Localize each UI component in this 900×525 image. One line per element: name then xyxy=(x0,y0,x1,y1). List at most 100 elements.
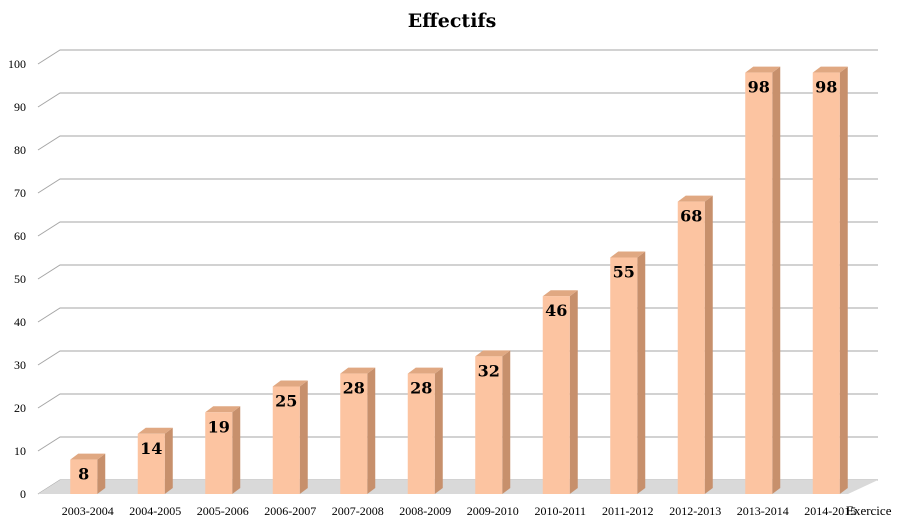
x-tick-label: 2013-2014 xyxy=(737,504,789,518)
gridline xyxy=(37,221,878,237)
chart-floor-plane xyxy=(38,480,878,494)
grid-lines xyxy=(37,49,878,495)
x-tick-label: 2005-2006 xyxy=(197,504,249,518)
x-tick-label: 2014-2015 xyxy=(804,504,856,518)
gridline xyxy=(37,264,878,280)
data-label: 46 xyxy=(545,301,567,320)
x-tick-label: 2007-2008 xyxy=(332,504,384,518)
bar xyxy=(677,195,713,494)
bar-top xyxy=(70,453,106,460)
y-tick-label: 0 xyxy=(20,487,26,501)
x-axis-ticks: 2003-2004 2004-2005 2005-2006 2006-2007 2007… xyxy=(62,504,857,518)
gridline xyxy=(37,178,878,194)
bar xyxy=(407,367,443,494)
bar-front xyxy=(610,257,638,494)
bar-side xyxy=(839,66,848,494)
data-label: 8 xyxy=(78,465,89,484)
bar xyxy=(475,350,511,494)
y-tick-label: 20 xyxy=(14,401,26,415)
bar-top xyxy=(677,195,713,202)
bar xyxy=(137,427,173,494)
gridline xyxy=(37,49,878,65)
bar xyxy=(205,406,241,494)
x-tick-label: 2011-2012 xyxy=(602,504,654,518)
y-tick-label: 90 xyxy=(14,100,26,114)
gridline xyxy=(37,350,878,366)
x-tick-label: 2003-2004 xyxy=(62,504,114,518)
x-tick-label: 2010-2011 xyxy=(534,504,586,518)
bar-front xyxy=(272,386,300,494)
data-label: 68 xyxy=(680,207,702,226)
bar xyxy=(272,380,308,494)
data-label: 98 xyxy=(815,78,837,97)
x-tick-label: 2008-2009 xyxy=(399,504,451,518)
chart-title: Effectifs xyxy=(408,10,497,32)
bar-top xyxy=(812,66,848,73)
bar-top xyxy=(272,380,308,387)
bar xyxy=(610,251,646,494)
bar-side xyxy=(704,195,713,494)
chart-floor xyxy=(38,480,878,494)
bar-side xyxy=(502,350,511,494)
data-label: 19 xyxy=(208,417,230,436)
y-tick-label: 40 xyxy=(14,315,26,329)
bar-top xyxy=(340,367,376,374)
data-label: 25 xyxy=(275,392,297,411)
x-tick-label: 2004-2005 xyxy=(129,504,181,518)
bar-top xyxy=(745,66,781,73)
bar xyxy=(542,290,578,494)
y-tick-label: 80 xyxy=(14,143,26,157)
bars: 8 14 19 25 28 28 32 46 55 68 98 98 xyxy=(70,66,848,494)
bar-side xyxy=(232,406,241,494)
bar-front xyxy=(205,412,233,494)
bar-front xyxy=(812,72,840,494)
bar-top xyxy=(475,350,511,357)
bar-front xyxy=(407,373,435,494)
x-tick-label: 2009-2010 xyxy=(467,504,519,518)
bar xyxy=(340,367,376,494)
y-tick-label: 100 xyxy=(8,57,26,71)
bar-front xyxy=(340,373,368,494)
gridline xyxy=(37,393,878,409)
data-label: 28 xyxy=(410,379,432,398)
bar-front xyxy=(542,296,570,494)
y-axis-ticks: 0 10 20 30 40 50 60 70 80 90 100 xyxy=(8,57,26,501)
gridline xyxy=(37,135,878,151)
bar-side xyxy=(367,367,376,494)
y-tick-label: 70 xyxy=(14,186,26,200)
bar-front xyxy=(137,433,165,494)
bar-top xyxy=(407,367,443,374)
y-tick-label: 10 xyxy=(14,444,26,458)
data-label: 55 xyxy=(613,263,635,282)
bar-side xyxy=(772,66,781,494)
bar-top xyxy=(137,427,173,434)
bar-front xyxy=(475,356,503,494)
bar xyxy=(745,66,781,494)
bar-front xyxy=(70,459,98,494)
bar-side xyxy=(164,427,173,494)
x-tick-label: 2006-2007 xyxy=(264,504,316,518)
bar-front xyxy=(677,201,705,494)
gridline xyxy=(37,436,878,452)
data-label: 14 xyxy=(140,439,162,458)
bar-side xyxy=(299,380,308,494)
bar-front xyxy=(745,72,773,494)
bar xyxy=(812,66,848,494)
bar-top xyxy=(542,290,578,297)
data-label: 28 xyxy=(343,379,365,398)
gridline xyxy=(37,92,878,108)
y-tick-label: 30 xyxy=(14,358,26,372)
y-tick-label: 60 xyxy=(14,229,26,243)
bar-top xyxy=(205,406,241,413)
data-label: 98 xyxy=(748,78,770,97)
x-tick-label: 2012-2013 xyxy=(669,504,721,518)
bar-side xyxy=(637,251,646,494)
bar-side xyxy=(569,290,578,494)
bar-side xyxy=(97,453,106,494)
bar xyxy=(70,453,106,494)
bar-top xyxy=(610,251,646,258)
x-axis-label: Exercice xyxy=(846,503,892,518)
bar-side xyxy=(434,367,443,494)
data-label: 32 xyxy=(478,361,500,380)
